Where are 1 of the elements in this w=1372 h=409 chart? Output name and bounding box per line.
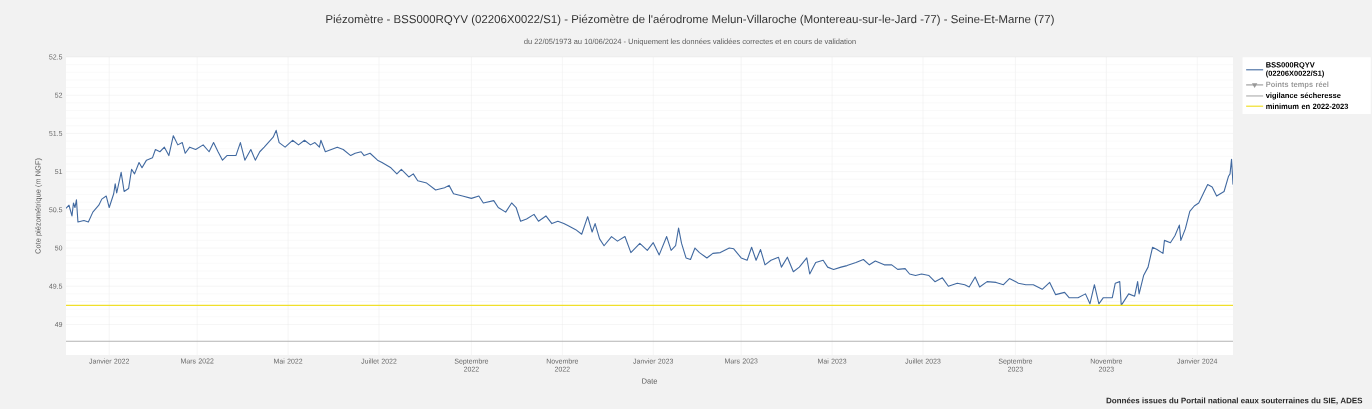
chart-title: Piézomètre - BSS000RQYV (02206X0022/S1) - Piézomètre de l'aérodrome Melun-Villaroche (Montereau-sur-le-Jard -77) - Seine-Et-Marne (77) xyxy=(326,14,1054,26)
